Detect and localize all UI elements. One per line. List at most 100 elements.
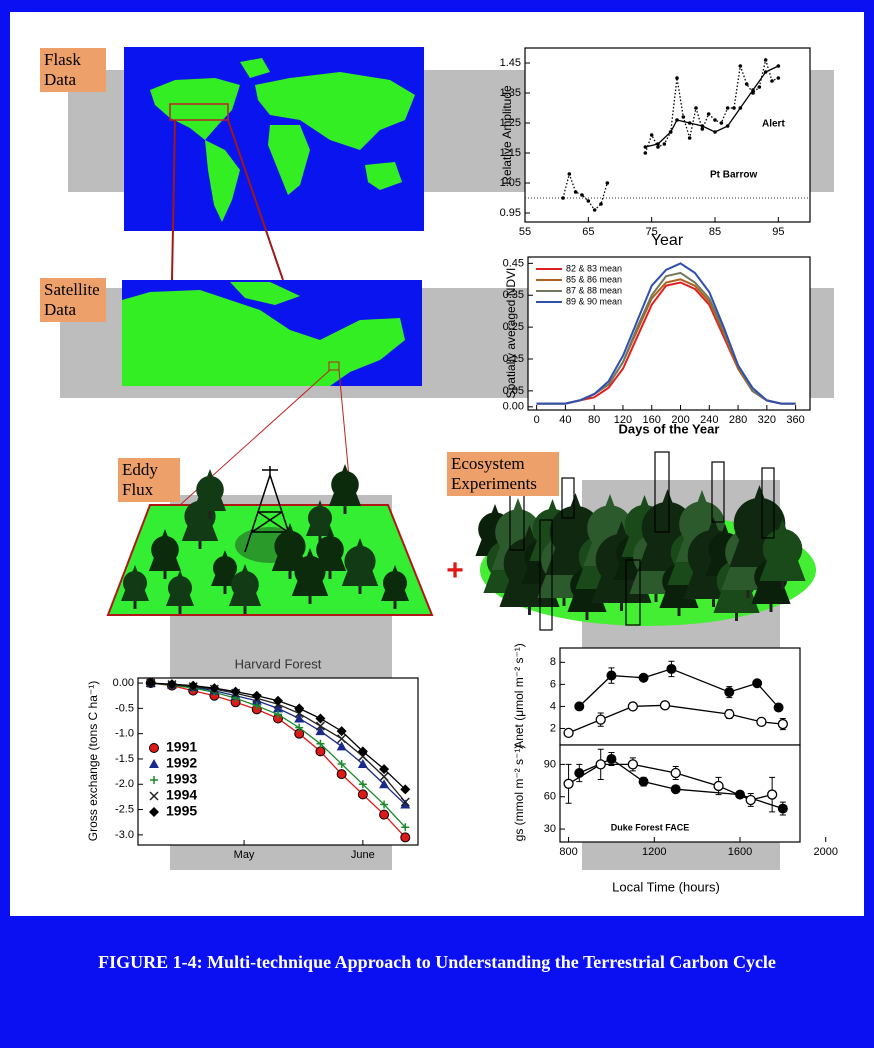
- marker: [561, 196, 565, 200]
- trunk: [781, 581, 784, 589]
- y-tick-label: 60: [544, 791, 556, 803]
- y-tick-label: 30: [544, 823, 556, 835]
- marker: [675, 118, 679, 122]
- trunk: [735, 613, 738, 621]
- trunk: [344, 506, 347, 514]
- marker: [726, 106, 730, 110]
- marker: [316, 747, 325, 756]
- marker: [564, 779, 573, 788]
- legend-label: 1995: [166, 803, 197, 819]
- x-tick-label: 280: [729, 414, 747, 426]
- marker: [768, 790, 777, 799]
- marker: [707, 112, 711, 116]
- marker: [671, 785, 680, 794]
- label: Satellite Data: [40, 278, 106, 322]
- marker: [751, 88, 755, 92]
- x-axis-label: Year: [651, 232, 684, 249]
- marker: [644, 151, 648, 155]
- marker: [745, 82, 749, 86]
- marker: [714, 781, 723, 790]
- y-axis-label: Spatially averaged NDVI: [504, 268, 518, 399]
- legend-label: 82 & 83 mean: [566, 263, 622, 273]
- crown: [196, 476, 224, 504]
- trunk: [712, 599, 715, 607]
- caption: FIGURE 1-4: Multi-technique Approach to …: [40, 950, 834, 974]
- marker: [671, 769, 680, 778]
- marker: [725, 688, 734, 697]
- trunk: [655, 594, 658, 602]
- trunk: [309, 596, 312, 604]
- label: Eddy Flux: [118, 458, 180, 502]
- plot-frame: [560, 648, 800, 745]
- x-tick-label: 0: [534, 414, 540, 426]
- legend-label: 89 & 90 mean: [566, 296, 622, 306]
- x-tick-label: 2000: [813, 846, 837, 858]
- marker: [757, 717, 766, 726]
- y-tick-label: 8: [550, 656, 556, 668]
- marker: [726, 124, 730, 128]
- y-tick-label: 90: [544, 758, 556, 770]
- series-label: Alert: [762, 119, 785, 130]
- y-tick-label: 6: [550, 678, 556, 690]
- y-tick-label: -1.5: [115, 753, 134, 765]
- y-axis-label: Gross exchange (tons C ha⁻¹): [86, 681, 100, 841]
- crown: [123, 571, 147, 595]
- marker: [599, 202, 603, 206]
- crown: [316, 536, 344, 564]
- marker: [753, 679, 762, 688]
- legend-label: 1993: [166, 771, 197, 787]
- marker: [675, 76, 679, 80]
- marker: [777, 76, 781, 80]
- trunk: [359, 586, 362, 594]
- crown: [383, 571, 407, 595]
- marker: [401, 833, 410, 842]
- trunk: [747, 590, 750, 598]
- marker: [596, 760, 605, 769]
- marker: [688, 136, 692, 140]
- crown: [274, 531, 305, 562]
- trunk: [394, 601, 397, 609]
- marker: [150, 744, 159, 753]
- legend-label: 87 & 88 mean: [566, 285, 622, 295]
- x-tick-label: 80: [588, 414, 600, 426]
- trunk: [770, 604, 773, 612]
- marker: [758, 85, 762, 89]
- label: Ecosystem Experiments: [447, 452, 559, 496]
- marker: [639, 673, 648, 682]
- legend-label: 1994: [166, 787, 197, 803]
- trunk: [289, 571, 292, 579]
- marker: [656, 142, 660, 146]
- marker: [628, 702, 637, 711]
- y-tick-label: -2.5: [115, 803, 134, 815]
- marker: [669, 130, 673, 134]
- marker: [606, 181, 610, 185]
- crown: [308, 506, 332, 530]
- marker: [564, 728, 573, 737]
- marker: [746, 795, 755, 804]
- crown: [151, 536, 179, 564]
- crown: [231, 571, 259, 599]
- y-tick-label: 0.95: [500, 207, 521, 219]
- crown: [344, 546, 375, 577]
- trunk: [224, 586, 227, 594]
- page: + 0.951.051.151.251.351.455565758595Pt B…: [0, 0, 874, 1048]
- x-tick-label: 320: [758, 414, 776, 426]
- y-tick-label: -0.5: [115, 702, 134, 714]
- marker: [587, 199, 591, 203]
- legend-label: 1992: [166, 755, 197, 771]
- marker: [739, 106, 743, 110]
- marker: [778, 720, 787, 729]
- trunk: [164, 571, 167, 579]
- marker: [380, 810, 389, 819]
- marker: [607, 671, 616, 680]
- y-tick-label: 0.45: [503, 257, 524, 269]
- y-tick-label: 1.45: [500, 57, 521, 69]
- marker: [358, 790, 367, 799]
- x-tick-label: 1200: [642, 846, 666, 858]
- trunk: [134, 601, 137, 609]
- marker: [701, 124, 705, 128]
- marker: [688, 121, 692, 125]
- marker: [574, 190, 578, 194]
- y-tick-label: -3.0: [115, 829, 134, 841]
- annotation: Duke Forest FACE: [611, 822, 690, 832]
